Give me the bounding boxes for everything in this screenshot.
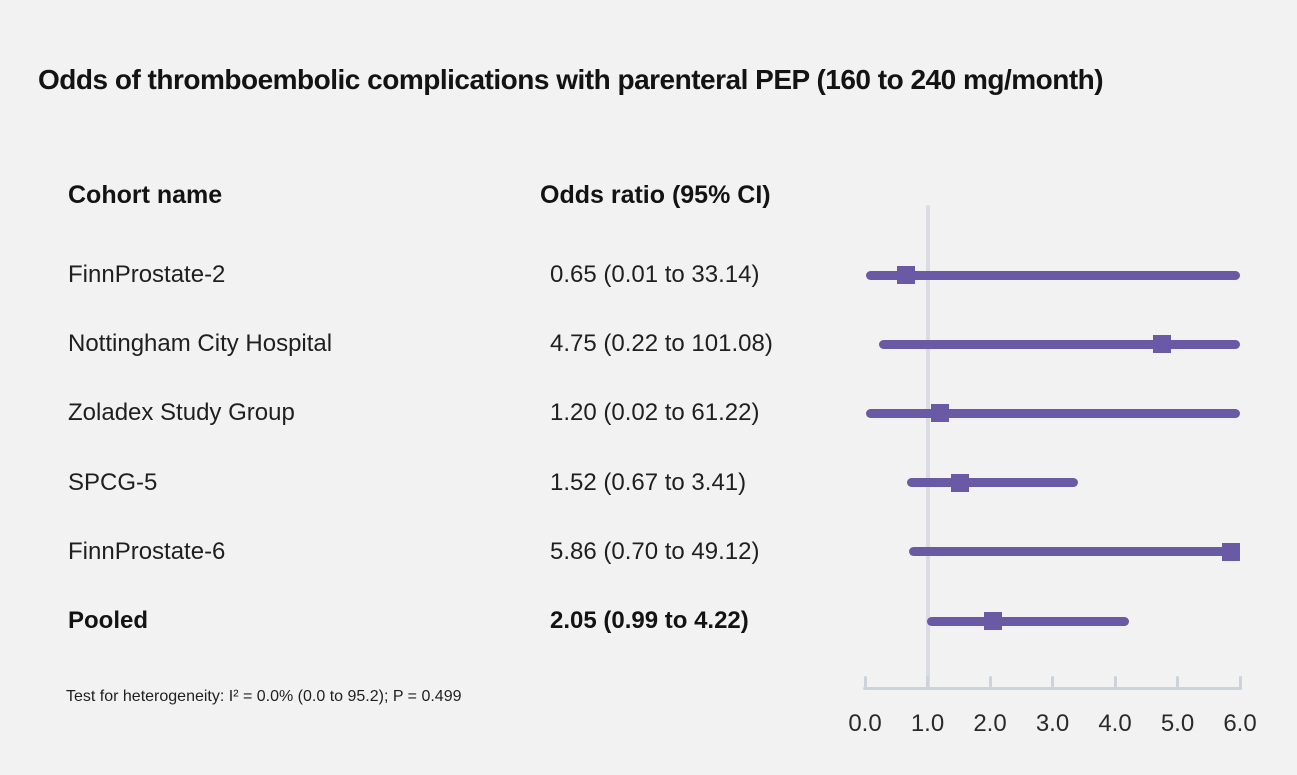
column-header-cohort: Cohort name bbox=[68, 181, 223, 209]
odds-ratio-value: 2.05 (0.99 to 4.22) bbox=[550, 607, 749, 634]
reference-line bbox=[925, 205, 930, 690]
x-axis-tick-label: 5.0 bbox=[1160, 710, 1195, 737]
confidence-interval-line bbox=[866, 408, 1240, 418]
heterogeneity-note: Test for heterogeneity: I² = 0.0% (0.0 t… bbox=[66, 688, 462, 705]
cohort-label: SPCG-5 bbox=[68, 468, 158, 496]
cohort-label: Pooled bbox=[68, 607, 149, 634]
confidence-interval-line bbox=[926, 616, 1129, 626]
odds-ratio-value: 4.75 (0.22 to 101.08) bbox=[550, 330, 773, 358]
odds-ratio-marker bbox=[1222, 542, 1241, 561]
odds-ratio-value: 1.20 (0.02 to 61.22) bbox=[550, 399, 760, 427]
confidence-interval-line bbox=[908, 547, 1240, 557]
cohort-label: Nottingham City Hospital bbox=[68, 330, 333, 358]
x-axis-tick-label: 0.0 bbox=[848, 710, 882, 737]
x-axis-tick bbox=[863, 676, 867, 689]
confidence-interval-line bbox=[906, 478, 1079, 488]
x-axis-tick bbox=[1238, 676, 1242, 689]
odds-ratio-marker bbox=[896, 266, 915, 284]
x-axis-tick bbox=[988, 676, 992, 689]
x-axis-tick-label: 1.0 bbox=[910, 710, 945, 737]
x-axis-tick bbox=[926, 676, 929, 689]
cohort-label: Zoladex Study Group bbox=[68, 399, 295, 427]
cohort-label: FinnProstate-2 bbox=[68, 261, 226, 288]
x-axis-tick-label: 2.0 bbox=[973, 710, 1007, 737]
x-axis-tick bbox=[1113, 676, 1117, 689]
odds-ratio-value: 1.52 (0.67 to 3.41) bbox=[550, 468, 747, 496]
odds-ratio-marker bbox=[931, 404, 949, 423]
confidence-interval-line bbox=[865, 270, 1240, 280]
odds-ratio-marker bbox=[951, 473, 969, 492]
odds-ratio-marker bbox=[1152, 335, 1171, 354]
x-axis-tick-label: 4.0 bbox=[1098, 710, 1132, 737]
odds-ratio-marker bbox=[984, 612, 1003, 630]
x-axis-tick-label: 3.0 bbox=[1035, 710, 1070, 737]
chart-title: Odds of thromboembolic complications wit… bbox=[38, 64, 1104, 95]
x-axis-tick bbox=[1176, 676, 1179, 689]
odds-ratio-value: 5.86 (0.70 to 49.12) bbox=[550, 537, 760, 565]
x-axis-tick-label: 6.0 bbox=[1223, 710, 1257, 737]
x-axis-tick bbox=[1051, 676, 1054, 689]
cohort-label: FinnProstate-6 bbox=[68, 537, 226, 565]
column-header-odds-ratio: Odds ratio (95% CI) bbox=[540, 181, 771, 209]
confidence-interval-line bbox=[878, 339, 1240, 349]
odds-ratio-value: 0.65 (0.01 to 33.14) bbox=[550, 261, 760, 288]
